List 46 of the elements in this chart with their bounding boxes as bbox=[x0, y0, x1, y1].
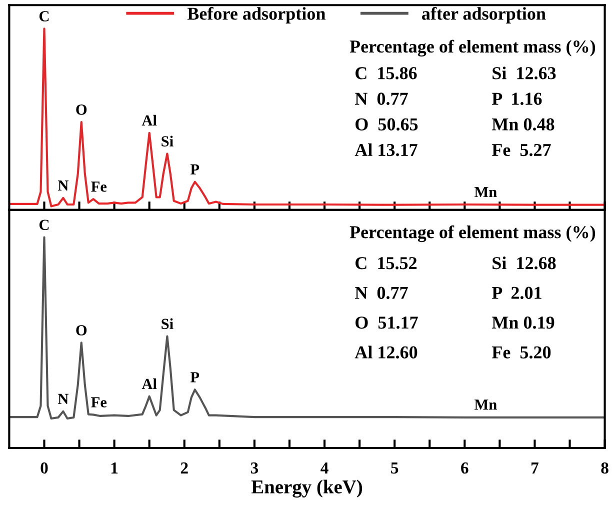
x-tick-label: 1 bbox=[111, 462, 118, 474]
annotation: C 15.86 bbox=[356, 67, 417, 80]
annotation: C bbox=[39, 220, 49, 230]
legend-label: Before adsorption bbox=[187, 6, 326, 24]
annotation: O bbox=[76, 104, 87, 115]
annotation: Percentage of element mass (%) bbox=[350, 40, 596, 56]
annotation: Mn 0.19 bbox=[492, 316, 554, 329]
x-tick-label: 3 bbox=[250, 462, 258, 474]
annotation: Mn 0.48 bbox=[492, 118, 554, 131]
annotation: P bbox=[190, 164, 200, 174]
annotation: Si 12.63 bbox=[492, 66, 556, 80]
annotation: Al 13.17 bbox=[354, 143, 418, 156]
annotation: P 2.01 bbox=[492, 286, 542, 300]
annotation: Si bbox=[162, 136, 174, 146]
annotation: Mn bbox=[474, 187, 497, 198]
x-tick-label: 4 bbox=[320, 462, 328, 474]
x-tick-label: 0 bbox=[40, 462, 48, 474]
annotation: C 15.52 bbox=[356, 257, 417, 270]
x-tick-label: 2 bbox=[180, 462, 188, 474]
annotation: P 1.16 bbox=[492, 92, 542, 105]
annotation: Si bbox=[162, 318, 174, 330]
annotation: N 0.77 bbox=[354, 92, 408, 105]
annotation: N bbox=[58, 394, 68, 404]
annotation: Fe bbox=[91, 397, 107, 408]
annotation: Al 12.60 bbox=[354, 346, 418, 359]
annotation: Mn bbox=[474, 400, 497, 410]
annotation: O 50.65 bbox=[356, 118, 418, 131]
legend-label: after adsorption bbox=[422, 6, 546, 24]
x-tick-label: 8 bbox=[601, 462, 608, 474]
x-tick-label: 6 bbox=[461, 462, 468, 474]
annotation: Percentage of element mass (%) bbox=[350, 225, 596, 242]
annotation: Si 12.68 bbox=[492, 256, 556, 270]
annotation: Al bbox=[142, 114, 157, 126]
annotation: Al bbox=[142, 378, 157, 389]
annotation: N bbox=[58, 180, 68, 191]
annotation: P bbox=[190, 372, 200, 382]
x-tick-label: 7 bbox=[532, 462, 538, 474]
annotation: Fe 5.20 bbox=[492, 346, 551, 359]
annotation: C bbox=[39, 11, 49, 22]
x-axis-title: Energy (keV) bbox=[251, 480, 362, 498]
annotation: Fe 5.27 bbox=[492, 144, 551, 156]
annotation: O bbox=[76, 325, 87, 336]
annotation: O 51.17 bbox=[356, 316, 418, 329]
x-tick-label: 5 bbox=[391, 462, 398, 474]
annotation: N 0.77 bbox=[354, 286, 408, 300]
annotation: Fe bbox=[91, 182, 107, 192]
